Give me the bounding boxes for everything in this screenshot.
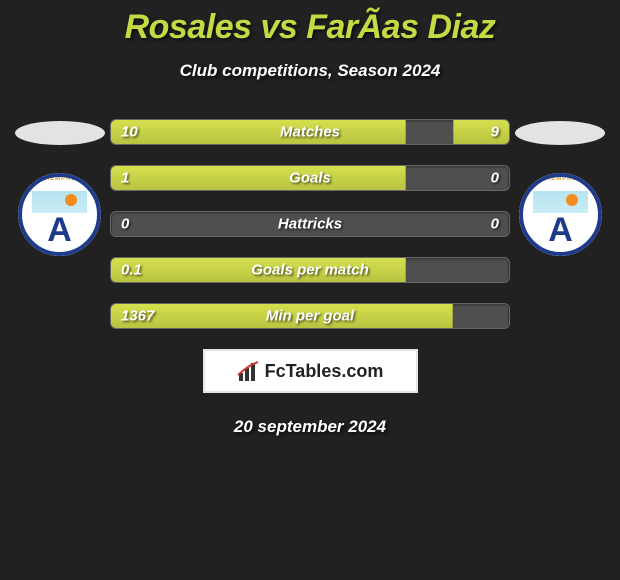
bar-fill-right [508,212,509,236]
stat-label: Hattricks [278,216,342,233]
brand-label: FcTables.com [265,361,384,382]
bar-fill-right [453,120,509,144]
stat-value-left: 0.1 [121,262,142,279]
stat-label: Min per goal [266,308,354,325]
bars-icon [237,361,261,381]
comparison-stage: A SIEMPRE A A A SIEMPRE A A 109Matches10… [0,119,620,329]
stat-label: Goals per match [251,262,369,279]
date-line: 20 september 2024 [0,417,620,437]
stat-value-left: 1 [121,170,129,187]
avatar-placeholder-right [515,121,605,145]
stat-value-right: 0 [491,216,499,233]
stat-label: Goals [289,170,331,187]
bar-fill-right [508,166,509,190]
club-badge-right: A SIEMPRE A A [519,173,602,256]
club-badge-left: A SIEMPRE A A [18,173,101,256]
stat-label: Matches [280,124,340,141]
stat-value-left: 0 [121,216,129,233]
page-title: Rosales vs FarÃ­as Diaz [0,0,620,47]
stat-value-left: 1367 [121,308,154,325]
stat-value-left: 10 [121,124,138,141]
bar-fill-left [111,120,406,144]
bar-fill-left [111,166,406,190]
stat-row: 0.1 Goals per match [110,257,510,283]
bar-fill-right [508,258,509,282]
stat-bars: 109Matches10Goals00Hattricks0.1Goals per… [110,119,510,329]
stat-row: 1 0 Goals [110,165,510,191]
stat-value-right: 9 [491,124,499,141]
subtitle: Club competitions, Season 2024 [0,61,620,81]
stat-value-right: 0 [491,170,499,187]
stat-row: 10 9 Matches [110,119,510,145]
avatar-placeholder-left [15,121,105,145]
stat-row: 1367 Min per goal [110,303,510,329]
stat-row: 0 0 Hattricks [110,211,510,237]
brand-box: FcTables.com [203,349,418,393]
bar-fill-right [508,304,509,328]
bar-fill-left [111,212,112,236]
